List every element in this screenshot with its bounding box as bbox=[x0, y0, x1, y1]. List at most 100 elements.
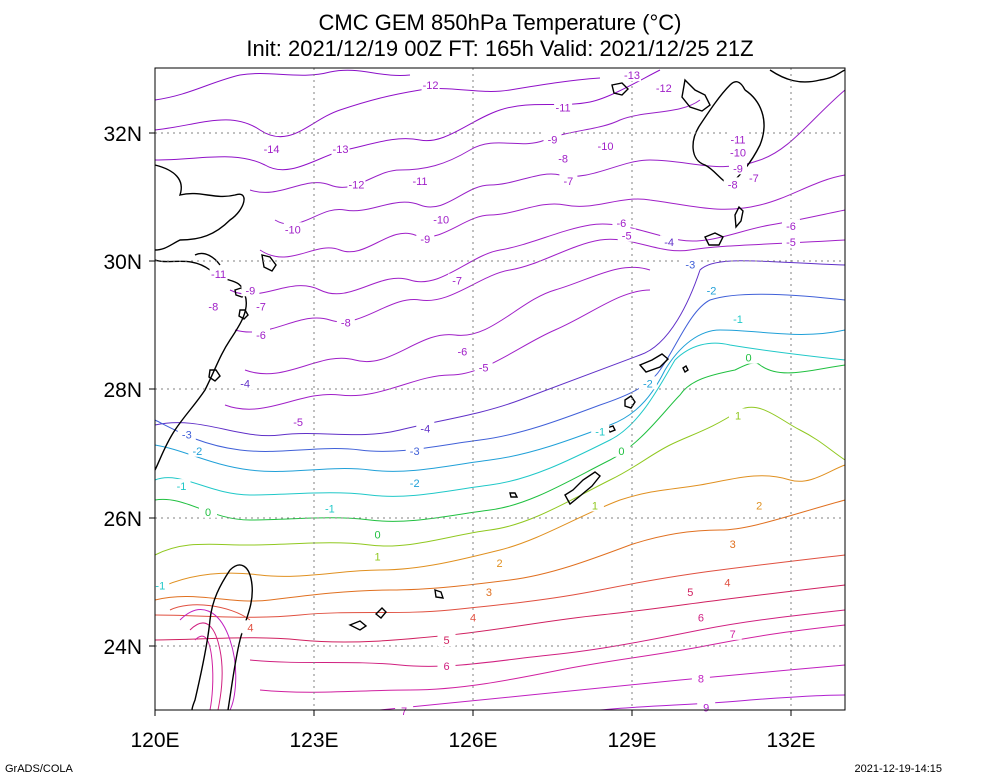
contour-label: -7 bbox=[749, 173, 759, 185]
contour-label-bg bbox=[448, 273, 467, 287]
contour-label-bg bbox=[421, 77, 440, 91]
contour-label: -2 bbox=[643, 378, 653, 390]
contour-label: 9 bbox=[703, 703, 709, 715]
contour-label: -10 bbox=[285, 224, 301, 236]
contour-label: 0 bbox=[618, 446, 624, 458]
contour-label-bg bbox=[543, 132, 562, 146]
contour-label: -9 bbox=[420, 234, 430, 246]
contour-label-bg bbox=[782, 235, 800, 249]
contour-label: -13 bbox=[333, 144, 349, 156]
contour-label-bg bbox=[702, 283, 721, 297]
contour-label-bg bbox=[416, 231, 435, 245]
contour-label-bg bbox=[437, 658, 456, 672]
x-tick-label-123e: 123E bbox=[289, 729, 338, 752]
contour-label: -5 bbox=[622, 231, 632, 243]
contour-label: -6 bbox=[256, 330, 266, 342]
contour-label: -2 bbox=[410, 478, 420, 490]
contour-label-bg bbox=[782, 219, 800, 233]
x-tick-label-129e: 129E bbox=[607, 729, 656, 752]
contour-label: 0 bbox=[205, 507, 211, 519]
contour-label-bg bbox=[336, 315, 355, 329]
contour-label-bg bbox=[729, 408, 747, 422]
map-title: CMC GEM 850hPa Temperature (°C) bbox=[318, 10, 682, 35]
contour-label-bg bbox=[236, 376, 255, 390]
gridlines bbox=[155, 68, 845, 710]
contour-label-bg bbox=[691, 671, 710, 685]
contour-label: 5 bbox=[687, 587, 693, 599]
contour-label: -8 bbox=[558, 154, 568, 166]
contour-label: 3 bbox=[486, 587, 492, 599]
contour-label-bg bbox=[347, 177, 366, 191]
contour-label: -8 bbox=[341, 317, 351, 329]
contour-label: -7 bbox=[256, 301, 266, 313]
y-tick-label-30n: 30N bbox=[103, 251, 142, 274]
contour-label: -11 bbox=[556, 102, 571, 114]
contour-label-bg bbox=[681, 585, 700, 599]
contour-label: -2 bbox=[707, 285, 717, 297]
contour-label: 1 bbox=[592, 500, 598, 512]
contour-label-bg bbox=[554, 151, 573, 165]
contour-label: -1 bbox=[733, 314, 743, 326]
contour-label-bg bbox=[654, 81, 673, 95]
contour-label: -5 bbox=[293, 417, 303, 429]
contour-label: 4 bbox=[247, 622, 253, 634]
contour-label-bg bbox=[474, 360, 493, 374]
contour-label-bg bbox=[660, 235, 679, 249]
contour-label-bg bbox=[252, 328, 270, 342]
contour-lines bbox=[154, 69, 846, 711]
contour-label-bg bbox=[612, 215, 631, 229]
contour-label: 2 bbox=[496, 558, 502, 570]
contour-label-bg bbox=[739, 350, 758, 364]
contour-label: -4 bbox=[664, 237, 674, 249]
x-tick-label-132e: 132E bbox=[766, 729, 815, 752]
contour-label: 1 bbox=[375, 552, 381, 564]
map-subtitle: Init: 2021/12/19 00Z FT: 165h Valid: 202… bbox=[246, 36, 754, 61]
tick-marks bbox=[149, 132, 792, 716]
contour-label: -10 bbox=[730, 147, 746, 159]
contour-label-bg bbox=[554, 100, 573, 114]
contour-label: 4 bbox=[470, 613, 476, 625]
contour-label: 0 bbox=[375, 529, 381, 541]
contour-label: 3 bbox=[730, 539, 736, 551]
contour-label-bg bbox=[623, 68, 641, 82]
contour-label-bg bbox=[283, 222, 302, 236]
contour-label-bg bbox=[744, 170, 763, 184]
contour-label: -8 bbox=[728, 179, 738, 191]
contour-label: -13 bbox=[624, 70, 640, 82]
contour-label-bg bbox=[289, 414, 308, 428]
contour-label: -10 bbox=[598, 141, 614, 153]
contour-label: -10 bbox=[433, 215, 449, 227]
contour-label-bg bbox=[331, 142, 350, 156]
contour-label: -3 bbox=[182, 430, 192, 442]
y-tick-label-24n: 24N bbox=[103, 636, 142, 659]
contour-label: -7 bbox=[452, 276, 462, 288]
contour-label-bg bbox=[172, 479, 191, 493]
contour-label: -2 bbox=[193, 446, 203, 458]
contour-label-bg bbox=[559, 174, 578, 188]
contour-label-bg bbox=[177, 427, 196, 441]
contour-label-bg bbox=[612, 443, 631, 457]
contour-label: -5 bbox=[786, 237, 796, 249]
contour-label-bg bbox=[638, 376, 657, 390]
contour-label-bg bbox=[453, 344, 472, 358]
contour-label: 1 bbox=[735, 410, 741, 422]
contour-label: -1 bbox=[595, 427, 605, 439]
contour-label-bg bbox=[723, 177, 742, 191]
contour-label: -8 bbox=[208, 301, 218, 313]
contour-label-bg bbox=[723, 536, 742, 550]
contour-label: -11 bbox=[211, 269, 226, 281]
contour-label-bg bbox=[596, 138, 615, 152]
contour-label-bg bbox=[490, 556, 509, 570]
contour-label: 2 bbox=[756, 500, 762, 512]
contour-label: -3 bbox=[685, 260, 695, 272]
contour-label: -9 bbox=[733, 163, 743, 175]
y-tick-label-26n: 26N bbox=[103, 508, 142, 531]
contour-label: -9 bbox=[548, 134, 558, 146]
contour-label: -5 bbox=[479, 362, 489, 374]
contour-label: -6 bbox=[458, 346, 468, 358]
contour-label: -12 bbox=[423, 80, 439, 92]
contour-label-bg bbox=[432, 212, 451, 226]
contour-label-bg bbox=[681, 257, 700, 271]
contour-label-bg bbox=[437, 633, 456, 647]
contour-label-bg bbox=[479, 585, 498, 599]
